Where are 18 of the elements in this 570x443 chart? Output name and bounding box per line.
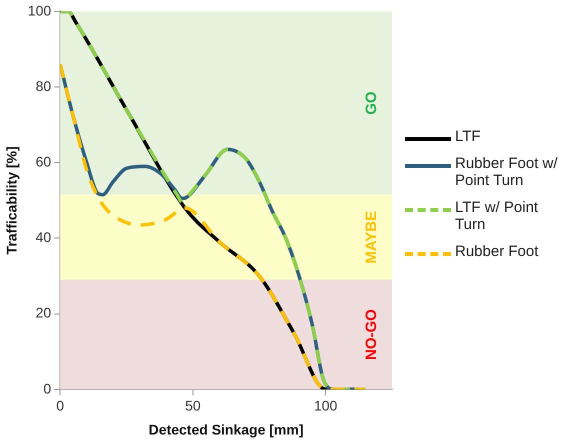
legend-label: Rubber Foot [455, 243, 538, 260]
y-tick-label: 40 [36, 229, 52, 246]
band-label: NO-GO [363, 308, 380, 360]
x-tick-label: 0 [56, 398, 64, 414]
legend-label: Rubber Foot w/ Point Turn [455, 155, 559, 189]
x-tick-label: 50 [185, 398, 201, 414]
legend-label: LTF w/ Point Turn [455, 199, 540, 233]
y-tick-label: 60 [36, 153, 52, 170]
band-label: GO [363, 91, 380, 115]
x-tick-label: 100 [314, 398, 338, 414]
y-tick-label: 0 [43, 380, 52, 396]
y-axis-title: Trafficability [%] [3, 146, 20, 254]
legend-label: LTF [455, 128, 481, 145]
x-axis-title: Detected Sinkage [mm] [148, 421, 304, 438]
y-tick-label: 100 [28, 2, 52, 18]
y-tick-label: 20 [36, 304, 52, 321]
band-label: MAYBE [363, 210, 380, 264]
y-tick-label: 80 [36, 78, 52, 94]
